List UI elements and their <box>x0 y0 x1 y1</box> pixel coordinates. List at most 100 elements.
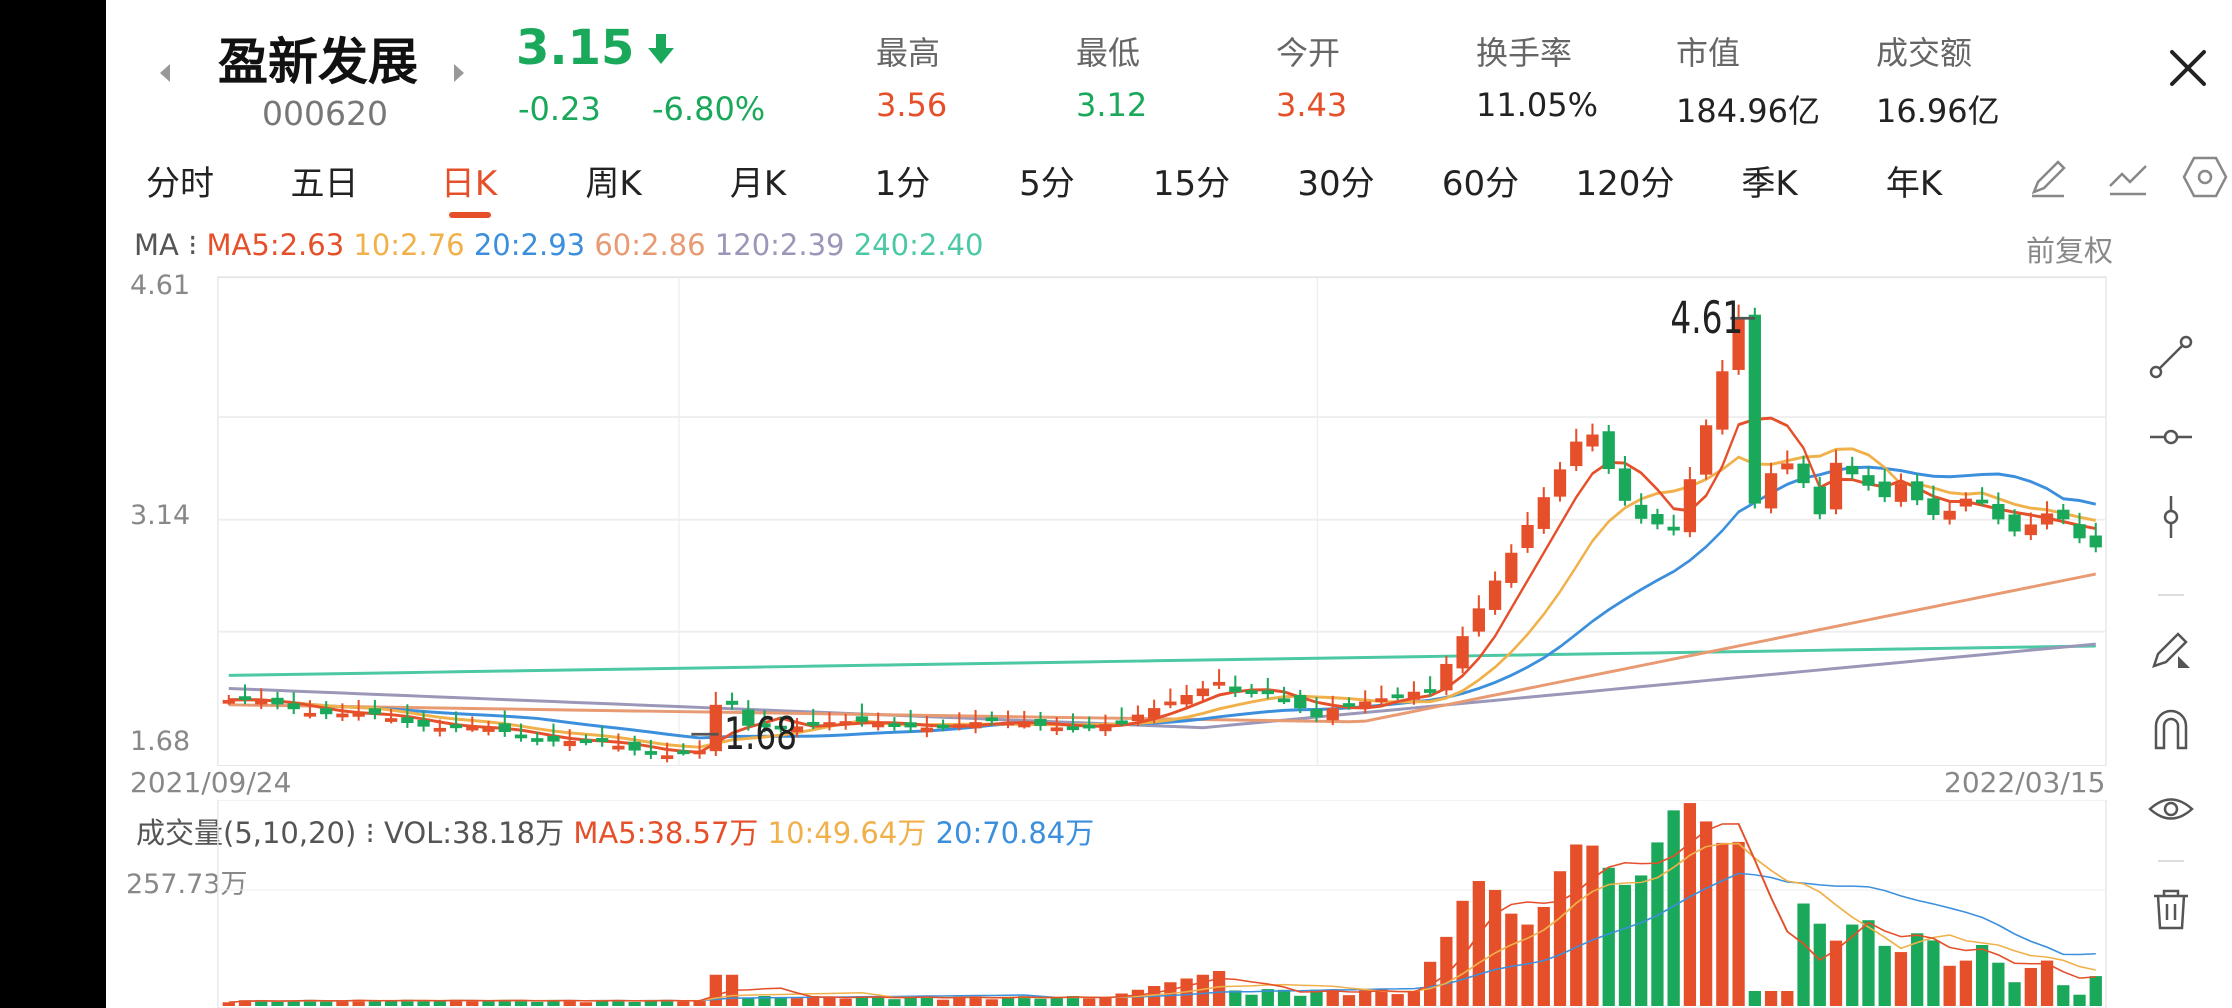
candle-body <box>693 750 706 755</box>
tab-季K[interactable]: 季K <box>1741 164 1798 204</box>
candle-body <box>1294 694 1307 709</box>
close-button[interactable] <box>2166 46 2212 92</box>
candle-body <box>1456 636 1469 669</box>
volume-bar <box>2024 967 2037 1006</box>
volume-bar <box>1423 961 1437 1006</box>
candle-body <box>709 704 722 752</box>
candle-body <box>920 727 934 733</box>
tab-五日[interactable]: 五日 <box>290 164 359 204</box>
candle-body <box>1781 463 1794 470</box>
tab-分时[interactable]: 分时 <box>146 164 214 204</box>
candle-body <box>1050 727 1063 732</box>
candle-body <box>1894 483 1908 502</box>
candle-body <box>774 725 787 730</box>
horizontal-line-button[interactable] <box>2148 414 2194 464</box>
candle-body <box>1553 469 1567 497</box>
volume-ma20: 20:70.84万 <box>935 816 1095 850</box>
candle-body <box>1245 690 1258 694</box>
volume-bar <box>660 999 674 1006</box>
volume-bar <box>1699 821 1713 1006</box>
volume-bar <box>579 1002 593 1006</box>
candle-body <box>1699 425 1713 475</box>
divider <box>2158 860 2184 862</box>
tab-15分[interactable]: 15分 <box>1152 164 1231 204</box>
volume-bar <box>2057 985 2070 1006</box>
price-change-pct: -6.80% <box>652 90 766 128</box>
volume-bar <box>1083 998 1096 1006</box>
ray-line-button[interactable] <box>2148 334 2194 384</box>
candlestick-chart[interactable]: 4.61 1.68 <box>106 266 2136 766</box>
tab-周K[interactable]: 周K <box>585 164 642 204</box>
stats-panel: 最高 3.56 最低 3.12 今开 3.43 换手率 11.05% 市值 184.96亿 成交额 1… <box>876 28 2156 138</box>
candle-body <box>1992 503 2005 520</box>
ma60-value: 60:2.86 <box>594 228 706 262</box>
magnet-button[interactable] <box>2148 706 2194 756</box>
price-axis-bottom: 1.68 <box>130 726 191 757</box>
tab-60分[interactable]: 60分 <box>1441 164 1520 204</box>
volume-bar <box>1846 924 1859 1006</box>
tab-日K[interactable]: 日K <box>440 164 498 204</box>
candle-body <box>936 724 950 729</box>
ma-separator: ⁝ <box>178 228 207 262</box>
tab-月K[interactable]: 月K <box>729 164 787 204</box>
pencil-button[interactable] <box>2026 156 2070 204</box>
trend-line-button[interactable] <box>2106 156 2150 204</box>
candle-body <box>482 728 495 732</box>
indicator-button[interactable] <box>2182 154 2228 204</box>
volume-bar <box>1018 996 1031 1006</box>
candle-body <box>1943 510 1956 520</box>
volume-bar <box>482 1001 495 1006</box>
ray-line-icon <box>2149 335 2193 379</box>
volume-bar <box>1878 945 1891 1006</box>
visibility-button[interactable] <box>2148 786 2194 836</box>
tab-1分[interactable]: 1分 <box>874 164 931 204</box>
volume-chart[interactable] <box>106 800 2136 1008</box>
volume-bar <box>563 1000 576 1006</box>
candle-body <box>1196 688 1209 697</box>
volume-bar <box>872 996 885 1006</box>
volume-bar <box>1245 994 1258 1006</box>
candle-body <box>1342 703 1356 707</box>
candle-body <box>1667 526 1680 531</box>
vertical-line-button[interactable] <box>2148 494 2194 544</box>
tab-年K[interactable]: 年K <box>1885 164 1943 204</box>
volume-bar <box>1748 991 1761 1006</box>
candle-body <box>1131 714 1145 722</box>
volume-bar <box>1911 933 1924 1006</box>
candle-body <box>2008 514 2021 532</box>
candle-body <box>1261 690 1274 695</box>
candle-body <box>1846 465 1859 475</box>
volume-bar <box>596 1000 609 1006</box>
eye-icon <box>2148 798 2194 820</box>
candle-body <box>1764 473 1778 509</box>
ma10-line <box>228 447 2096 749</box>
prev-stock-button[interactable] <box>152 58 178 88</box>
candle-body <box>2040 513 2054 525</box>
tab-30分[interactable]: 30分 <box>1297 164 1375 204</box>
volume-bar <box>693 1000 706 1006</box>
volume-bar <box>1310 989 1323 1006</box>
candle-body <box>287 703 300 710</box>
candle-body <box>1115 720 1128 725</box>
candle-body <box>612 745 625 750</box>
candle-body <box>1586 434 1599 447</box>
draw-tool-button[interactable] <box>2148 626 2194 676</box>
ma5-value: MA5:2.63 <box>206 228 345 262</box>
volume-bar <box>1602 867 1615 1006</box>
tab-120分[interactable]: 120分 <box>1575 164 1675 204</box>
stat-value: 184.96亿 <box>1676 92 1820 130</box>
volume-bar <box>888 999 901 1006</box>
volume-bar <box>384 1000 398 1006</box>
delete-button[interactable] <box>2148 886 2194 936</box>
tab-5分[interactable]: 5分 <box>1019 164 1075 204</box>
candle-body <box>790 726 804 733</box>
candle-body <box>1034 718 1047 726</box>
volume-bar <box>936 999 950 1006</box>
adjust-mode[interactable]: 前复权 <box>2026 234 2114 268</box>
stat-value: 3.43 <box>1276 86 1348 124</box>
stat-label: 换手率 <box>1476 34 1573 72</box>
candle-body <box>255 700 268 705</box>
candle-body <box>1959 498 1973 507</box>
candle-body <box>1878 481 1891 498</box>
next-stock-button[interactable] <box>446 58 472 88</box>
